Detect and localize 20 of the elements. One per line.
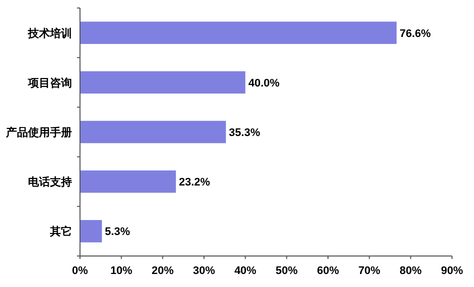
x-tick-label: 40% [234,265,257,277]
data-label: 5.3% [104,226,130,238]
y-tick-label: 技术培训 [27,26,72,40]
x-tick-label: 80% [400,265,422,277]
data-label: 76.6% [400,28,432,40]
x-tick-label: 0% [72,265,88,277]
data-label: 40.0% [248,77,280,90]
data-label: 23.2% [178,176,210,189]
x-tick-label: 50% [276,265,298,277]
y-tick-label: 其它 [49,225,72,238]
y-tick-label: 产品使用手册 [5,126,72,139]
y-tick-label: 电话支持 [28,176,72,189]
data-label: 35.3% [228,127,260,139]
x-tick-label: 70% [358,265,381,277]
y-tick-label: 项目咨询 [27,76,72,90]
x-tick-label: 60% [316,265,340,277]
x-tick-label: 10% [110,265,133,277]
x-tick-label: 90% [440,265,464,277]
x-tick-label: 20% [152,265,174,277]
x-tick-label: 30% [192,265,216,277]
